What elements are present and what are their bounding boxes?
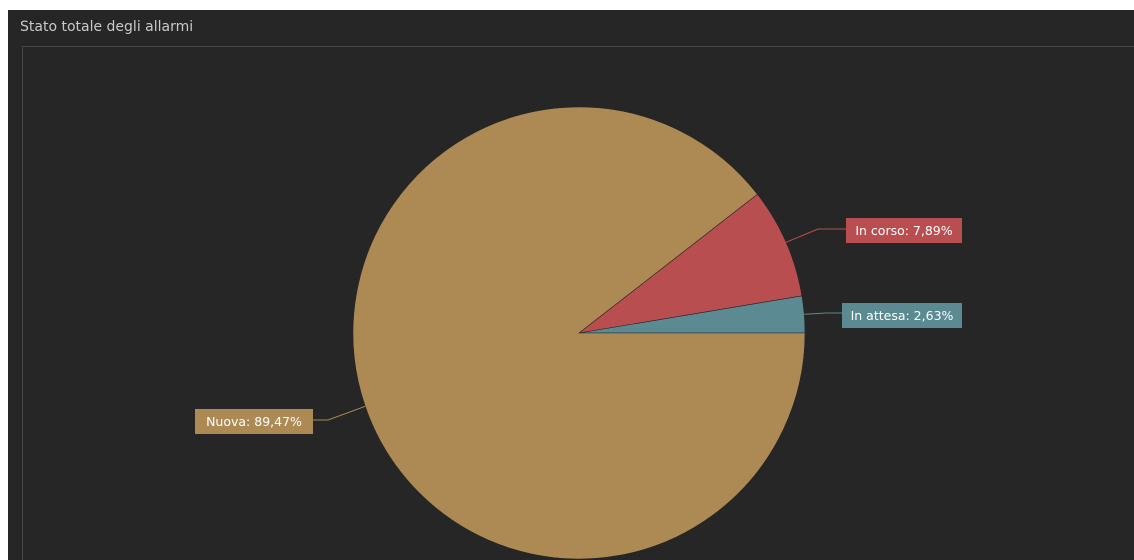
plot-frame	[22, 46, 1134, 560]
leader-line-in-attesa	[804, 312, 842, 315]
leader-line-nuova	[313, 405, 366, 421]
pie-slice-nuova[interactable]	[352, 106, 806, 560]
panel-title: Stato totale degli allarmi	[20, 19, 194, 35]
chart-panel: Stato totale degli allarmi In attesa: 2,…	[8, 10, 1134, 560]
data-label-box-nuova	[195, 409, 313, 434]
data-label-in-attesa: In attesa: 2,63%	[851, 308, 954, 323]
data-label-nuova: Nuova: 89,47%	[206, 414, 302, 429]
data-label-box-in-attesa	[842, 303, 962, 328]
data-label-in-corso: In corso: 7,89%	[855, 223, 952, 238]
data-label-box-in-corso	[846, 218, 962, 243]
pie-slice-in-corso[interactable]	[578, 193, 803, 334]
pie-chart: In attesa: 2,63% In corso: 7,89% Nuova: 89…	[195, 106, 962, 560]
leader-line-in-corso	[785, 228, 846, 243]
